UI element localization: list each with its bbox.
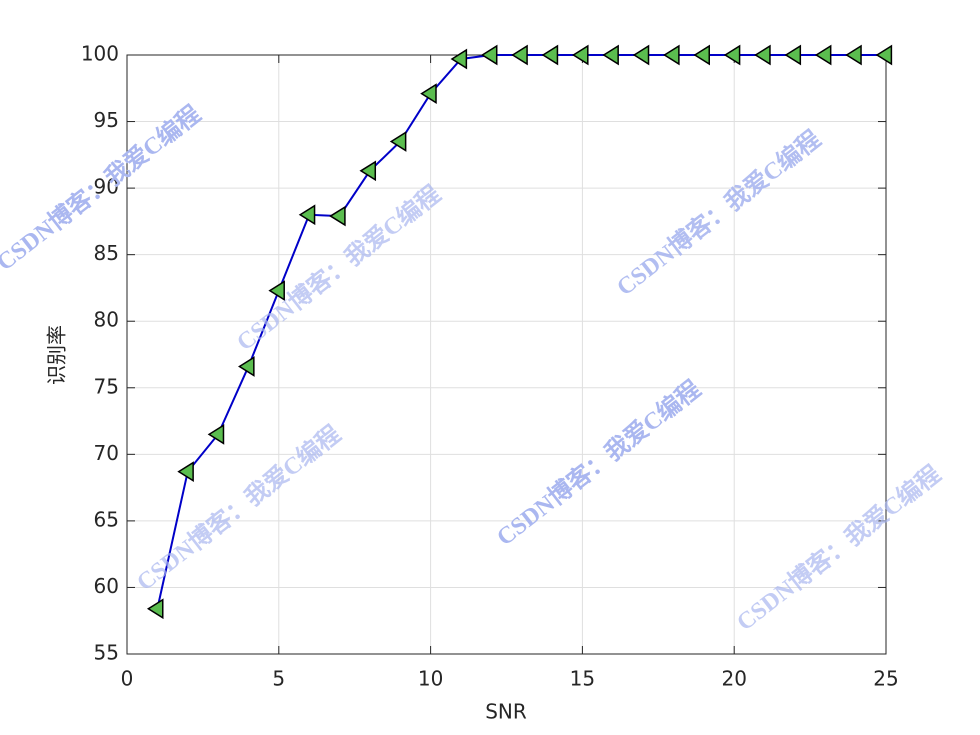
y-tick-label: 55 xyxy=(94,641,119,665)
y-tick-label: 100 xyxy=(81,42,119,66)
marker xyxy=(602,44,619,66)
marker xyxy=(663,44,680,66)
marker xyxy=(693,44,710,66)
x-tick-label: 15 xyxy=(570,667,595,691)
marker xyxy=(207,424,225,445)
marker xyxy=(754,44,771,66)
y-tick-label: 85 xyxy=(94,241,119,265)
marker xyxy=(541,44,559,66)
y-tick-label: 75 xyxy=(94,374,119,398)
marker xyxy=(238,356,255,377)
marker xyxy=(723,44,741,66)
y-tick-label: 65 xyxy=(94,507,119,531)
marker xyxy=(511,44,528,66)
y-tick-label: 80 xyxy=(94,308,119,332)
x-tick-label: 10 xyxy=(418,667,443,691)
x-tick-label: 20 xyxy=(721,667,746,691)
y-axis-label: 识别率 xyxy=(45,325,69,385)
marker xyxy=(632,44,650,66)
marker xyxy=(389,131,407,152)
marker xyxy=(450,48,468,70)
marker xyxy=(329,205,346,227)
marker xyxy=(845,44,862,66)
y-tick-label: 95 xyxy=(94,108,119,132)
marker xyxy=(875,44,893,66)
y-tick-label: 70 xyxy=(94,441,119,465)
marker xyxy=(298,204,316,226)
x-tick-label: 0 xyxy=(121,667,134,691)
y-tick-label: 60 xyxy=(94,574,119,598)
x-tick-label: 5 xyxy=(272,667,285,691)
marker xyxy=(571,44,589,66)
marker xyxy=(814,44,832,66)
x-tick-label: 25 xyxy=(873,667,898,691)
y-tick-label: 90 xyxy=(94,175,119,199)
marker xyxy=(146,598,164,620)
plot-area xyxy=(127,55,886,654)
marker xyxy=(359,160,377,182)
marker xyxy=(420,83,437,104)
marker xyxy=(784,44,802,66)
marker xyxy=(268,280,285,301)
x-axis-label: SNR xyxy=(485,700,527,724)
marker xyxy=(177,461,194,482)
marker xyxy=(480,44,498,66)
